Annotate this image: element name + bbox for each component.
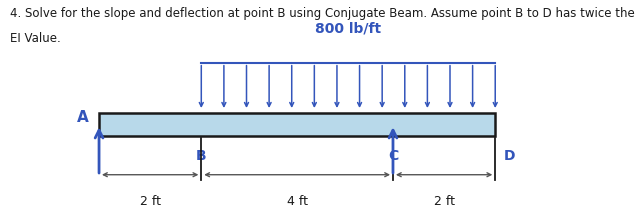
Text: C: C bbox=[388, 149, 398, 163]
Text: D: D bbox=[504, 149, 515, 163]
Text: 4 ft: 4 ft bbox=[287, 195, 307, 208]
Text: B: B bbox=[196, 149, 206, 163]
Text: 2 ft: 2 ft bbox=[140, 195, 160, 208]
Text: EI Value.: EI Value. bbox=[10, 32, 60, 45]
Text: 4. Solve for the slope and deflection at point B using Conjugate Beam. Assume po: 4. Solve for the slope and deflection at… bbox=[10, 7, 635, 20]
Bar bbox=[99, 113, 495, 136]
Text: A: A bbox=[77, 110, 89, 125]
Text: 800 lb/ft: 800 lb/ft bbox=[315, 21, 381, 35]
Text: 2 ft: 2 ft bbox=[434, 195, 454, 208]
